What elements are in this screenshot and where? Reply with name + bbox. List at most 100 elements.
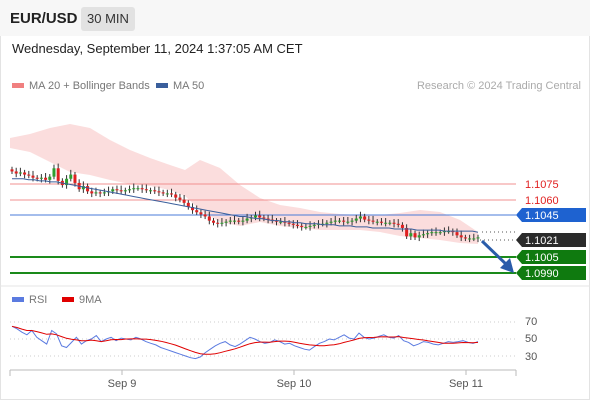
candle-body (56, 168, 60, 181)
candle-body (157, 191, 161, 193)
ma50-label: MA 50 (173, 80, 205, 92)
candle-body (98, 192, 102, 194)
resistance-label-2: 1.1060 (525, 195, 559, 207)
x-label-sep11: Sep 11 (449, 378, 483, 390)
candle-body (442, 231, 446, 233)
candle-body (266, 218, 270, 220)
candle-body (102, 192, 106, 194)
ma9-label: 9MA (79, 294, 102, 306)
candle-body (94, 192, 98, 194)
candle-body (165, 193, 169, 195)
candle-body (312, 224, 316, 226)
candle-body (375, 221, 379, 223)
candle-body (10, 169, 14, 172)
candle-body (220, 222, 224, 224)
candle-body (174, 194, 178, 198)
candle-body (405, 227, 409, 237)
pivot-tag (516, 208, 586, 222)
candle-body (245, 218, 249, 221)
support-tag-2 (516, 266, 586, 280)
candle-body (409, 233, 413, 237)
candle-body (308, 225, 312, 227)
pivot-tag-label: 1.1045 (525, 210, 559, 222)
candle-body (178, 197, 182, 200)
support-tag-1 (516, 250, 586, 264)
forecast-arrow-down-icon (500, 258, 514, 273)
candle-body (350, 220, 354, 222)
candle-body (333, 220, 337, 222)
candle-body (73, 174, 77, 183)
candle-body (52, 168, 56, 177)
candle-body (291, 223, 295, 225)
candle-body (195, 210, 199, 213)
candle-body (44, 177, 48, 180)
candle-body (371, 220, 375, 222)
candle-body (86, 186, 90, 192)
candle-body (199, 212, 203, 215)
rsi-tick-70: 70 (525, 316, 537, 328)
candle-body (115, 189, 119, 191)
candle-body (65, 178, 69, 186)
candle-body (14, 171, 18, 174)
candle-body (358, 216, 362, 219)
candle-body (128, 189, 132, 191)
candle-body (241, 220, 245, 222)
ma9-legend: 9MA (62, 294, 102, 306)
candle-body (400, 224, 404, 228)
candle-body (161, 192, 165, 194)
candle-body (455, 232, 459, 236)
candle-body (426, 233, 430, 235)
candle-body (140, 188, 144, 190)
symbol-label: EUR/USD (10, 10, 78, 27)
candle-body (472, 238, 476, 240)
timeframe-button[interactable]: 30 MIN (81, 7, 135, 31)
candle-body (90, 191, 94, 194)
candle-body (149, 190, 153, 192)
candle-body (207, 216, 211, 221)
candle-body (287, 222, 291, 224)
candle-body (329, 221, 333, 223)
candle-body (451, 231, 455, 233)
candle-body (48, 176, 52, 180)
candle-body (237, 220, 241, 222)
rsi-tick-50: 50 (525, 333, 537, 345)
candle-body (337, 220, 341, 222)
candle-body (447, 231, 451, 233)
candle-body (27, 174, 31, 176)
candle-body (39, 177, 43, 179)
candle-body (132, 188, 136, 190)
candle-body (342, 220, 346, 222)
candle-body (253, 215, 257, 218)
forecast-arrow-shaft (480, 239, 510, 268)
candle-body (346, 221, 350, 223)
ma50-line (12, 178, 479, 233)
candle-body (468, 238, 472, 240)
support-tag-2-label: 1.0990 (525, 268, 559, 280)
candle-body (384, 222, 388, 224)
ma50-legend: MA 50 (156, 80, 204, 92)
rsi-label: RSI (29, 294, 48, 306)
candle-body (212, 220, 216, 223)
rsi-legend: RSI (12, 294, 47, 306)
candle-body (438, 232, 442, 234)
rsi-swatch-icon (12, 296, 24, 302)
candle-body (233, 220, 237, 222)
rsi-ma-line (11, 325, 479, 355)
candle-body (304, 226, 308, 228)
candle-body (224, 221, 228, 223)
candle-body (81, 186, 85, 190)
candle-body (258, 215, 262, 218)
candle-body (463, 237, 467, 239)
current-price-tag (516, 233, 586, 247)
candle-body (191, 207, 195, 211)
candle-body (111, 189, 115, 192)
candle-body (295, 224, 299, 226)
candle-body (262, 217, 266, 219)
candle-body (476, 237, 480, 239)
candle-body (18, 172, 22, 174)
ma20-label: MA 20 + Bollinger Bands (29, 80, 150, 92)
candle-body (144, 189, 148, 191)
candle-body (367, 219, 371, 221)
candle-body (413, 233, 417, 238)
